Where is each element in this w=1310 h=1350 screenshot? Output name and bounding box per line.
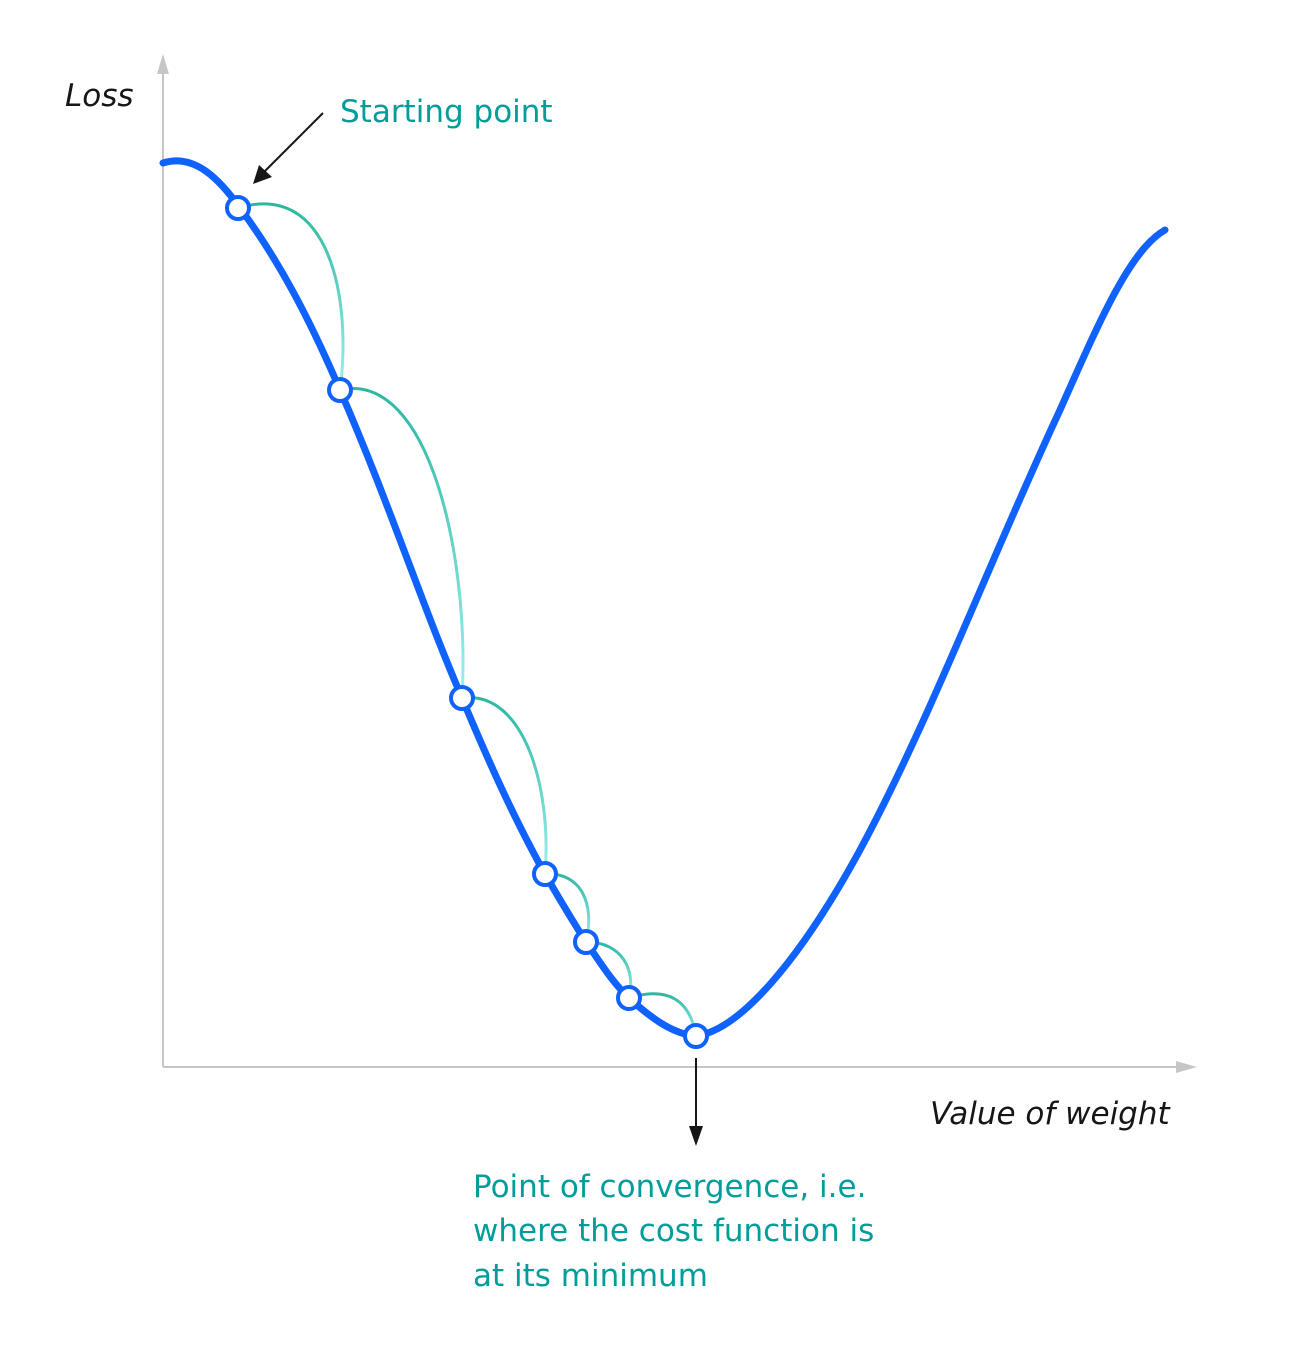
step-point-1	[225, 195, 251, 221]
convergence-label: Point of convergence, i.e. where the cos…	[473, 1169, 884, 1294]
loss-curve	[159, 157, 1169, 1040]
starting-point-label: Starting point	[340, 94, 553, 130]
x-axis-arrowhead	[1176, 1061, 1197, 1073]
step-arc-3	[460, 696, 548, 876]
x-axis-label: Value of weight	[930, 1096, 1172, 1132]
convergence-label-line-3: at its minimum	[473, 1258, 708, 1294]
step-point-6	[616, 985, 642, 1011]
convergence-arrowhead	[689, 1126, 703, 1146]
step-arc-1	[236, 202, 345, 392]
step-point-3	[449, 685, 475, 711]
step-point-7	[683, 1023, 709, 1049]
convergence-label-line-1: Point of convergence, i.e.	[473, 1169, 866, 1205]
descent-steps	[236, 202, 698, 1038]
y-axis	[157, 54, 169, 1067]
convergence-pointer	[689, 1058, 703, 1146]
y-axis-label: Loss	[65, 78, 134, 114]
step-arc-2	[338, 387, 465, 700]
step-point-4	[532, 861, 558, 887]
descent-points	[225, 195, 709, 1049]
convergence-label-line-2: where the cost function is	[473, 1213, 874, 1249]
step-point-2	[327, 377, 353, 403]
step-point-5	[573, 929, 599, 955]
x-axis	[163, 1061, 1197, 1073]
starting-point-arrowhead	[253, 165, 272, 184]
starting-point-pointer	[253, 112, 324, 184]
y-axis-arrowhead	[157, 54, 169, 74]
